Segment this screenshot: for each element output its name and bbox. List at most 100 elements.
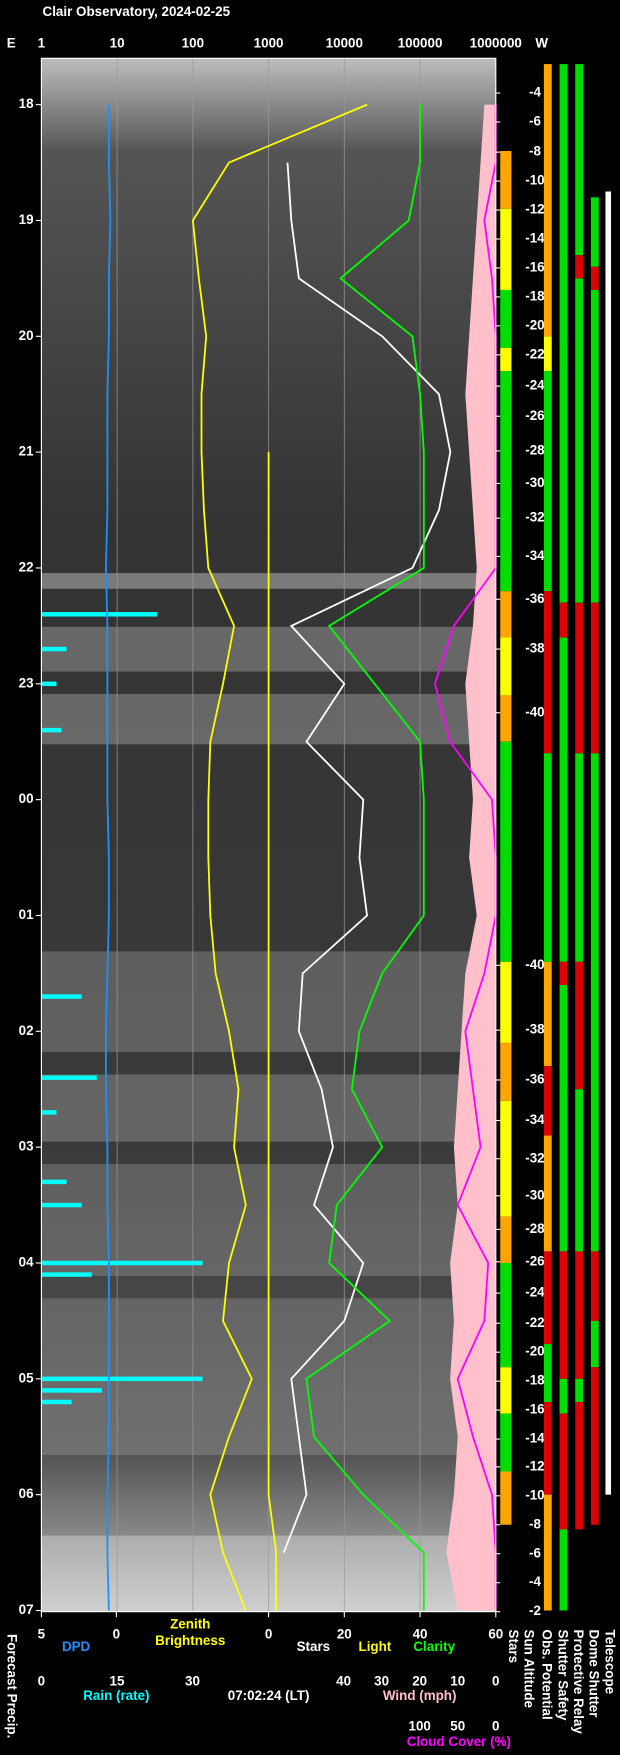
status-segment — [500, 1262, 512, 1368]
top-tick-label: 10000 — [326, 35, 363, 50]
time-tick-label: 04 — [19, 1255, 34, 1270]
top-tick-label: 1000000 — [470, 35, 522, 50]
sun-altitude-label: -30 — [525, 1187, 544, 1202]
sun-altitude-label: -38 — [525, 641, 545, 656]
time-tick-label: 00 — [19, 791, 34, 806]
rain-bar — [41, 646, 67, 652]
series-line — [282, 162, 452, 1553]
status-segment — [590, 289, 599, 603]
timestamp: 07:02:24 (LT) — [228, 1688, 310, 1703]
zenith-label-box: Zenith Brightness — [155, 1616, 226, 1649]
east-label: E — [7, 35, 16, 50]
scale-tick-label: 0 — [492, 1674, 499, 1689]
series-line — [191, 103, 368, 1611]
status-segment — [500, 1100, 512, 1217]
status-segment — [500, 1367, 512, 1414]
sun-altitude-label: -28 — [525, 443, 545, 458]
series-line — [267, 452, 278, 1611]
scale-tick-label: 30 — [374, 1674, 389, 1689]
status-label: Stars — [506, 1630, 521, 1664]
rain-bar — [41, 994, 82, 999]
rain-bar — [41, 1075, 97, 1080]
status-segment — [543, 1401, 552, 1495]
rain-bar — [41, 612, 158, 617]
time-tick-label: 01 — [19, 907, 34, 922]
chart-title: Clair Observatory, 2024-02-25 — [43, 4, 231, 19]
status-segment — [559, 1413, 568, 1530]
status-segment — [575, 255, 584, 279]
sun-altitude-label: -10 — [525, 1487, 544, 1502]
top-tick-label: 10 — [110, 35, 125, 50]
status-label: Shutter Safety — [555, 1630, 570, 1721]
time-tick-label: 19 — [19, 212, 34, 227]
sun-altitude-label: -4 — [529, 1574, 541, 1589]
sun-altitude-label: -12 — [525, 202, 544, 217]
status-segment — [543, 64, 552, 337]
sun-altitude-label: -16 — [525, 1402, 544, 1417]
status-segment — [543, 371, 552, 592]
legend-label: DPD — [62, 1639, 91, 1654]
status-segment — [500, 371, 512, 592]
sun-altitude-label: -40 — [525, 957, 544, 972]
sun-altitude-label: -26 — [525, 408, 544, 423]
scale-tick-label: 50 — [450, 1718, 465, 1733]
status-segment — [500, 1042, 512, 1101]
legend-label: Light — [359, 1639, 392, 1654]
zenith-label: Zenith Brightness — [155, 1616, 226, 1649]
sun-altitude-label: -18 — [525, 288, 545, 303]
sun-altitude-label: -22 — [525, 346, 544, 361]
status-segment — [575, 1401, 584, 1530]
sun-altitude-label: -38 — [525, 1022, 545, 1037]
scale-tick-label: 100 — [408, 1718, 430, 1733]
top-tick-label: 100 — [182, 35, 204, 50]
sun-altitude-label: -36 — [525, 591, 544, 606]
status-segment — [559, 1251, 568, 1379]
scale-tick-label: 20 — [337, 1627, 352, 1642]
sun-altitude-label: -28 — [525, 1221, 545, 1236]
status-label: Dome Shutter — [587, 1630, 602, 1719]
sun-altitude-label: -6 — [529, 114, 541, 129]
rain-bar — [41, 1272, 92, 1277]
status-segment — [500, 1471, 512, 1525]
sun-altitude-label: -20 — [525, 317, 544, 332]
sun-altitude-label: -14 — [525, 231, 545, 246]
rain-bar — [41, 1110, 57, 1115]
status-segment — [500, 1413, 512, 1472]
status-segment — [590, 753, 599, 1252]
top-tick-label: 100000 — [398, 35, 443, 50]
status-label: Protective Relay — [571, 1630, 586, 1735]
time-tick-label: 07 — [19, 1602, 34, 1617]
status-segment — [500, 1216, 512, 1263]
sun-altitude-label: -26 — [525, 1253, 544, 1268]
status-segment — [543, 1344, 552, 1402]
sun-altitude-label: -30 — [525, 475, 544, 490]
status-segment — [590, 1320, 599, 1368]
status-segment — [500, 637, 512, 696]
time-tick-label: 18 — [19, 96, 34, 111]
series-line — [305, 104, 425, 1611]
status-segment — [500, 347, 512, 372]
time-tick-label: 20 — [19, 328, 34, 343]
sun-altitude-label: -18 — [525, 1373, 545, 1388]
status-segment — [543, 961, 552, 1067]
status-segment — [559, 1378, 568, 1414]
legend-label: Stars — [297, 1639, 331, 1654]
time-tick-label: 06 — [19, 1486, 34, 1501]
status-segment — [575, 64, 584, 256]
status-segment — [590, 1367, 599, 1525]
scale-tick-label: 40 — [336, 1674, 351, 1689]
legend-label: Clarity — [413, 1639, 455, 1654]
status-segment — [500, 695, 512, 742]
scale-tick-label: 15 — [109, 1674, 124, 1689]
status-segment — [575, 278, 584, 603]
status-segment — [559, 64, 568, 603]
status-segment — [500, 591, 512, 638]
scale-tick-label: 10 — [450, 1674, 465, 1689]
status-segment — [559, 602, 568, 638]
time-tick-label: 02 — [19, 1023, 34, 1038]
status-segment — [575, 1251, 584, 1379]
status-segment — [590, 602, 599, 754]
scale-tick-label: 20 — [412, 1674, 427, 1689]
sun-altitude-label: -8 — [529, 144, 541, 159]
